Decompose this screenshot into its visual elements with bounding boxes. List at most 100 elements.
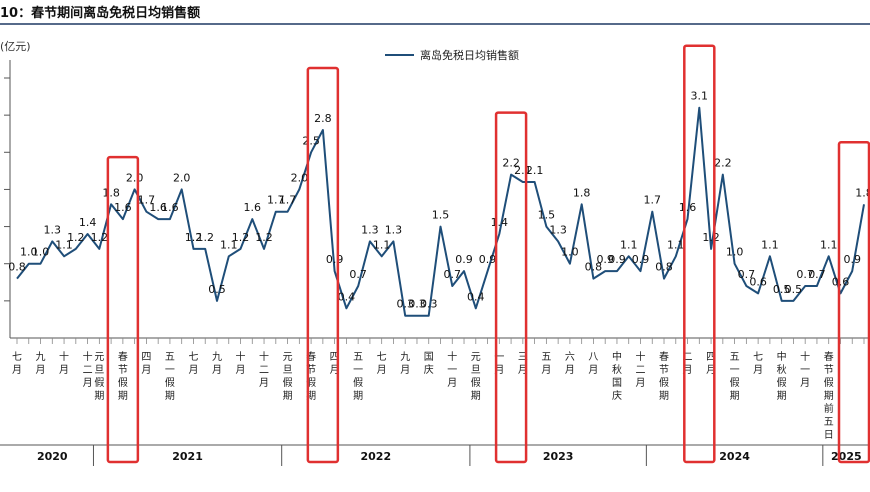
data-label: 0.9 [479, 253, 497, 266]
data-label: 0.9 [326, 253, 344, 266]
x-tick-label: 十一月 [800, 350, 810, 389]
x-tick-label-char: 中 [777, 350, 787, 363]
x-tick-label-char: 二 [83, 365, 93, 376]
data-label: 1.2 [232, 231, 250, 244]
year-label: 2020 [37, 450, 68, 463]
x-tick-label-char: 假 [659, 376, 669, 389]
x-tick-label-char: 元 [471, 352, 481, 363]
x-tick-label-char: 月 [447, 377, 457, 389]
data-label: 1.5 [538, 209, 556, 222]
x-tick-label: 春节假期 [306, 351, 316, 402]
x-tick-label: 五一假期 [730, 352, 740, 402]
x-tick-label-char: 月 [565, 364, 575, 376]
data-label: 0.5 [208, 283, 226, 296]
x-tick-label-char: 秋 [612, 363, 622, 376]
x-tick-label-char: 月 [400, 364, 410, 376]
x-tick-label: 七月 [188, 351, 198, 376]
data-label: 0.8 [8, 261, 26, 274]
data-label: 2.2 [502, 157, 520, 170]
y-axis [4, 60, 11, 338]
x-tick-label: 四月 [330, 352, 340, 376]
x-tick-label-char: 五 [165, 352, 175, 363]
x-tick-label-char: 一 [353, 365, 363, 376]
x-tick-label-char: 旦 [283, 364, 293, 376]
x-tick-label-char: 节 [306, 364, 316, 376]
x-tick-label: 元旦假期 [94, 352, 104, 402]
legend: 离岛免税日均销售额 [385, 48, 519, 62]
x-tick-label-char: 月 [212, 364, 222, 376]
x-tick-label: 十月 [236, 350, 246, 376]
data-label: 0.7 [808, 268, 826, 281]
data-label: 1.2 [196, 231, 214, 244]
data-label: 1.8 [102, 186, 120, 199]
x-tick-label: 十一月 [447, 350, 457, 389]
x-tick-label-char: 期 [659, 390, 669, 402]
x-tick-label: 五月 [541, 352, 551, 376]
x-tick-label-char: 假 [283, 376, 293, 389]
data-label: 0.8 [655, 261, 673, 274]
x-tick-label: 十月 [59, 350, 69, 376]
x-tick-label-char: 九 [400, 351, 410, 363]
x-tick-label: 二月 [683, 352, 693, 376]
data-label: 1.4 [79, 216, 97, 229]
x-tick-label-char: 期 [306, 390, 316, 402]
x-tick-label-char: 期 [353, 390, 363, 402]
data-label: 1.2 [91, 231, 109, 244]
x-tick-label-char: 秋 [777, 363, 787, 376]
x-tick-label-char: 旦 [471, 364, 481, 376]
x-tick-label-char: 月 [12, 364, 22, 376]
data-label: 2.5 [302, 134, 320, 147]
x-tick-label-char: 十 [59, 350, 69, 363]
highlight-box [494, 111, 528, 464]
x-tick-label-char: 期 [777, 390, 787, 402]
x-tick-label: 五一假期 [165, 352, 175, 402]
data-label: 1.2 [255, 231, 273, 244]
x-tick-label: 春节假期 [659, 351, 669, 402]
x-tick-label: 十二月 [635, 350, 645, 389]
data-label: 1.2 [185, 231, 203, 244]
data-label: 0.7 [796, 268, 814, 281]
year-label: 2023 [543, 450, 574, 463]
x-tick-label-char: 月 [683, 364, 693, 376]
x-tick-label: 四月 [706, 352, 716, 376]
x-tick-label-char: 五 [824, 417, 834, 428]
data-label: 0.9 [596, 253, 614, 266]
data-label: 0.8 [585, 261, 603, 274]
data-label: 1.1 [220, 238, 238, 251]
data-label: 1.1 [373, 238, 391, 251]
data-label: 0.6 [832, 275, 850, 288]
x-tick-label: 四月 [141, 352, 151, 376]
data-label: 1.7 [279, 194, 297, 207]
data-label: 0.3 [420, 298, 438, 311]
x-tick-label: 六月 [565, 351, 575, 376]
data-label: 1.3 [385, 223, 403, 236]
x-tick-label: 七月 [12, 351, 22, 376]
data-label: 1.1 [620, 238, 638, 251]
data-label: 0.7 [444, 268, 462, 281]
x-tick-label-char: 七 [753, 351, 763, 363]
x-axis-year-labels: 2020 2021 2022 2023 2024 2025 [37, 445, 862, 466]
data-label: 1.0 [32, 246, 50, 259]
x-tick-label-char: 月 [518, 364, 528, 376]
data-label: 1.3 [44, 223, 62, 236]
year-label: 2022 [360, 450, 391, 463]
data-label: 3.1 [691, 90, 709, 103]
data-label: 1.0 [561, 246, 579, 259]
data-label: 1.8 [855, 186, 870, 199]
x-tick-label-char: 七 [377, 351, 387, 363]
x-tick-label-char: 六 [565, 351, 575, 363]
x-tick-label-char: 月 [800, 377, 810, 389]
x-tick-label-char: 月 [541, 364, 551, 376]
x-tick-label: 七月 [377, 351, 387, 376]
data-label: 2.0 [126, 171, 144, 184]
data-label: 0.3 [408, 298, 426, 311]
data-label: 1.6 [244, 201, 262, 214]
data-label: 0.4 [467, 290, 485, 303]
x-tick-label-char: 十 [259, 350, 269, 363]
x-tick-label-char: 假 [777, 376, 787, 389]
x-tick-label: 十二月 [259, 350, 269, 389]
x-tick-label-char: 三 [518, 352, 528, 363]
x-tick-label-char: 国 [424, 351, 434, 363]
data-label: 1.1 [667, 238, 685, 251]
